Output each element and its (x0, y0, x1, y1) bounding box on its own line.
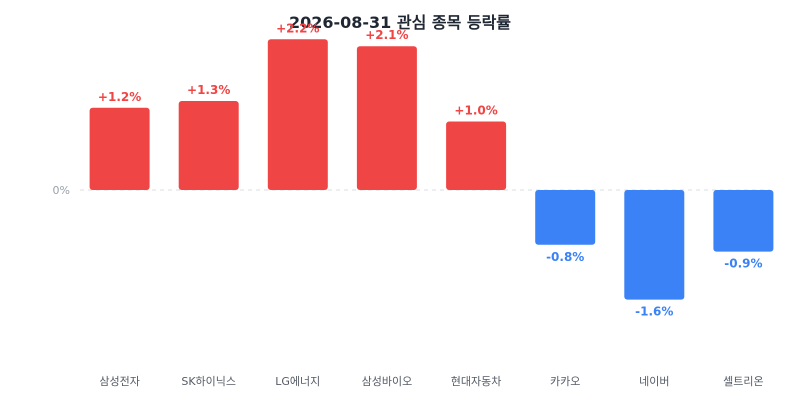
category-axis-labels: 삼성전자 SK하이닉스 LG에너지 삼성바이오 현대자동차 카카오 네이버 셀트리온 (99, 374, 763, 388)
bar-0 (89, 107, 150, 190)
category-label-0: 삼성전자 (99, 375, 139, 388)
bar-5 (535, 190, 596, 245)
bar-series (89, 39, 774, 300)
data-label-group: +1.2% +1.3% +2.2% +2.1% +1.0% -0.8% -1.6% -0.9% (98, 21, 763, 318)
bar-7 (713, 190, 774, 252)
zero-tick-label: 0% (53, 184, 70, 197)
data-label-4: +1.0% (454, 104, 497, 118)
category-label-2: LG에너지 (275, 375, 320, 388)
data-label-1: +1.3% (187, 83, 230, 97)
category-label-5: 카카오 (550, 375, 580, 388)
bar-2 (267, 39, 328, 190)
chart-title: 2026-08-31 관심 종목 등락률 (289, 13, 511, 32)
data-label-6: -1.6% (635, 305, 673, 319)
category-label-7: 셀트리온 (723, 375, 763, 388)
data-label-7: -0.9% (724, 257, 762, 271)
data-label-3: +2.1% (365, 28, 408, 42)
category-label-6: 네이버 (639, 375, 669, 388)
data-label-5: -0.8% (546, 250, 584, 264)
bar-3 (356, 46, 417, 191)
category-label-3: 삼성바이오 (362, 375, 413, 388)
bar-1 (178, 101, 239, 190)
bar-4 (446, 121, 507, 190)
data-label-0: +1.2% (98, 90, 141, 104)
category-label-4: 현대자동차 (451, 375, 502, 388)
data-label-2: +2.2% (276, 21, 319, 35)
category-label-1: SK하이닉스 (181, 374, 236, 388)
bar-6 (624, 190, 685, 300)
